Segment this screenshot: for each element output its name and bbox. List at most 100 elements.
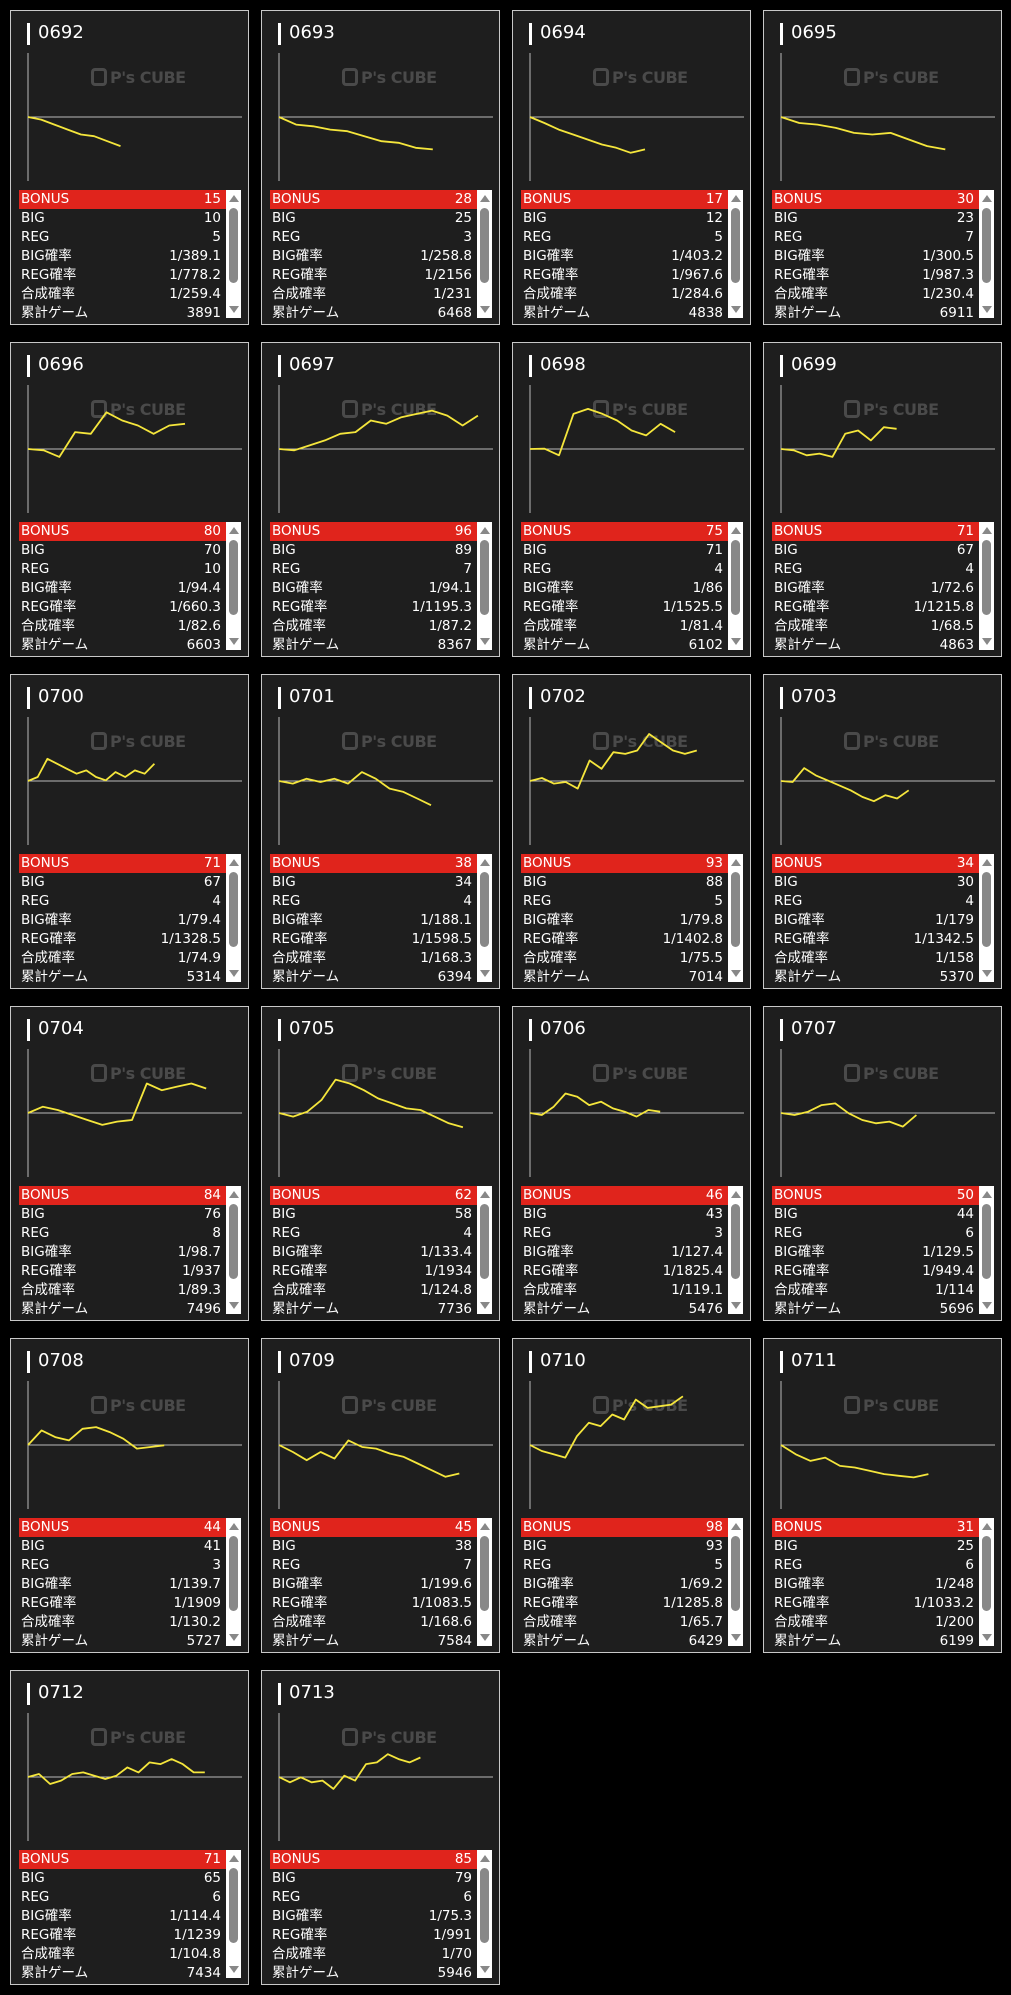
- scrollbar[interactable]: [226, 1518, 241, 1646]
- scroll-thumb[interactable]: [982, 1204, 991, 1279]
- scroll-thumb[interactable]: [480, 1204, 489, 1279]
- scroll-down-arrow-icon[interactable]: [982, 306, 992, 313]
- scroll-thumb[interactable]: [229, 208, 238, 283]
- scroll-down-arrow-icon[interactable]: [480, 1966, 490, 1973]
- scroll-up-arrow-icon[interactable]: [982, 1523, 992, 1530]
- scrollbar[interactable]: [728, 1518, 743, 1646]
- scroll-thumb[interactable]: [229, 872, 238, 947]
- scrollbar[interactable]: [226, 1186, 241, 1314]
- scroll-down-arrow-icon[interactable]: [229, 306, 239, 313]
- scrollbar[interactable]: [728, 854, 743, 982]
- scrollbar[interactable]: [477, 1186, 492, 1314]
- machine-card-0697[interactable]: 0697 P's CUBE BONUS 96 BIG 89 REG 7 BIG確率 1/…: [261, 342, 500, 657]
- scroll-thumb[interactable]: [731, 208, 740, 283]
- machine-card-0706[interactable]: 0706 P's CUBE BONUS 46 BIG 43 REG 3 BIG確率 1/…: [512, 1006, 751, 1321]
- scroll-down-arrow-icon[interactable]: [480, 1302, 490, 1309]
- scroll-down-arrow-icon[interactable]: [480, 970, 490, 977]
- scroll-up-arrow-icon[interactable]: [229, 527, 239, 534]
- scrollbar[interactable]: [728, 190, 743, 318]
- machine-card-0707[interactable]: 0707 P's CUBE BONUS 50 BIG 44 REG 6 BIG確率 1/…: [763, 1006, 1002, 1321]
- machine-card-0708[interactable]: 0708 P's CUBE BONUS 44 BIG 41 REG 3 BIG確率 1/…: [10, 1338, 249, 1653]
- scroll-thumb[interactable]: [731, 872, 740, 947]
- scroll-thumb[interactable]: [480, 872, 489, 947]
- scrollbar[interactable]: [477, 1518, 492, 1646]
- scroll-down-arrow-icon[interactable]: [229, 1302, 239, 1309]
- scroll-up-arrow-icon[interactable]: [480, 1191, 490, 1198]
- scroll-down-arrow-icon[interactable]: [480, 1634, 490, 1641]
- scroll-up-arrow-icon[interactable]: [229, 1855, 239, 1862]
- scroll-up-arrow-icon[interactable]: [731, 859, 741, 866]
- scroll-up-arrow-icon[interactable]: [229, 195, 239, 202]
- machine-card-0702[interactable]: 0702 P's CUBE BONUS 93 BIG 88 REG 5 BIG確率 1/…: [512, 674, 751, 989]
- scrollbar[interactable]: [477, 190, 492, 318]
- scroll-down-arrow-icon[interactable]: [229, 1634, 239, 1641]
- scrollbar[interactable]: [477, 522, 492, 650]
- scroll-down-arrow-icon[interactable]: [229, 970, 239, 977]
- scrollbar[interactable]: [226, 522, 241, 650]
- scroll-up-arrow-icon[interactable]: [731, 1523, 741, 1530]
- scroll-up-arrow-icon[interactable]: [480, 527, 490, 534]
- scroll-down-arrow-icon[interactable]: [731, 306, 741, 313]
- scrollbar[interactable]: [979, 1186, 994, 1314]
- scroll-up-arrow-icon[interactable]: [229, 1523, 239, 1530]
- scrollbar[interactable]: [477, 854, 492, 982]
- scroll-thumb[interactable]: [229, 1204, 238, 1279]
- scrollbar[interactable]: [728, 522, 743, 650]
- scroll-thumb[interactable]: [731, 1536, 740, 1611]
- scrollbar[interactable]: [226, 1850, 241, 1978]
- scroll-up-arrow-icon[interactable]: [480, 195, 490, 202]
- scroll-down-arrow-icon[interactable]: [731, 970, 741, 977]
- scroll-down-arrow-icon[interactable]: [731, 638, 741, 645]
- scroll-up-arrow-icon[interactable]: [731, 1191, 741, 1198]
- scroll-up-arrow-icon[interactable]: [229, 859, 239, 866]
- machine-card-0709[interactable]: 0709 P's CUBE BONUS 45 BIG 38 REG 7 BIG確率 1/…: [261, 1338, 500, 1653]
- scroll-thumb[interactable]: [480, 208, 489, 283]
- machine-card-0693[interactable]: 0693 P's CUBE BONUS 28 BIG 25 REG 3 BIG確率 1/…: [261, 10, 500, 325]
- scrollbar[interactable]: [226, 190, 241, 318]
- scroll-up-arrow-icon[interactable]: [982, 859, 992, 866]
- machine-card-0713[interactable]: 0713 P's CUBE BONUS 85 BIG 79 REG 6 BIG確率 1/…: [261, 1670, 500, 1985]
- scrollbar[interactable]: [979, 522, 994, 650]
- scroll-thumb[interactable]: [982, 1536, 991, 1611]
- scroll-thumb[interactable]: [229, 1868, 238, 1943]
- scrollbar[interactable]: [477, 1850, 492, 1978]
- scroll-up-arrow-icon[interactable]: [480, 1855, 490, 1862]
- scroll-up-arrow-icon[interactable]: [480, 859, 490, 866]
- machine-card-0695[interactable]: 0695 P's CUBE BONUS 30 BIG 23 REG 7 BIG確率 1/…: [763, 10, 1002, 325]
- scroll-down-arrow-icon[interactable]: [982, 638, 992, 645]
- machine-card-0712[interactable]: 0712 P's CUBE BONUS 71 BIG 65 REG 6 BIG確率 1/…: [10, 1670, 249, 1985]
- scroll-thumb[interactable]: [480, 540, 489, 615]
- scroll-up-arrow-icon[interactable]: [731, 527, 741, 534]
- machine-card-0700[interactable]: 0700 P's CUBE BONUS 71 BIG 67 REG 4 BIG確率 1/…: [10, 674, 249, 989]
- scroll-down-arrow-icon[interactable]: [731, 1302, 741, 1309]
- scroll-thumb[interactable]: [480, 1536, 489, 1611]
- scroll-down-arrow-icon[interactable]: [982, 1634, 992, 1641]
- machine-card-0705[interactable]: 0705 P's CUBE BONUS 62 BIG 58 REG 4 BIG確率 1/…: [261, 1006, 500, 1321]
- machine-card-0711[interactable]: 0711 P's CUBE BONUS 31 BIG 25 REG 6 BIG確率 1/…: [763, 1338, 1002, 1653]
- scroll-thumb[interactable]: [982, 872, 991, 947]
- scroll-down-arrow-icon[interactable]: [480, 306, 490, 313]
- scroll-thumb[interactable]: [731, 1204, 740, 1279]
- scroll-down-arrow-icon[interactable]: [982, 1302, 992, 1309]
- scroll-down-arrow-icon[interactable]: [229, 638, 239, 645]
- scroll-down-arrow-icon[interactable]: [229, 1966, 239, 1973]
- scroll-thumb[interactable]: [229, 540, 238, 615]
- scroll-down-arrow-icon[interactable]: [982, 970, 992, 977]
- scroll-down-arrow-icon[interactable]: [480, 638, 490, 645]
- machine-card-0704[interactable]: 0704 P's CUBE BONUS 84 BIG 76 REG 8 BIG確率 1/…: [10, 1006, 249, 1321]
- scrollbar[interactable]: [979, 854, 994, 982]
- scroll-down-arrow-icon[interactable]: [731, 1634, 741, 1641]
- scrollbar[interactable]: [728, 1186, 743, 1314]
- scroll-up-arrow-icon[interactable]: [982, 195, 992, 202]
- scroll-up-arrow-icon[interactable]: [982, 527, 992, 534]
- scrollbar[interactable]: [979, 1518, 994, 1646]
- scrollbar[interactable]: [979, 190, 994, 318]
- scroll-thumb[interactable]: [480, 1868, 489, 1943]
- machine-card-0694[interactable]: 0694 P's CUBE BONUS 17 BIG 12 REG 5 BIG確率 1/…: [512, 10, 751, 325]
- scroll-thumb[interactable]: [982, 540, 991, 615]
- scroll-up-arrow-icon[interactable]: [480, 1523, 490, 1530]
- scroll-thumb[interactable]: [731, 540, 740, 615]
- scroll-thumb[interactable]: [982, 208, 991, 283]
- machine-card-0692[interactable]: 0692 P's CUBE BONUS 15 BIG 10 REG 5 BIG確率 1/…: [10, 10, 249, 325]
- scroll-up-arrow-icon[interactable]: [229, 1191, 239, 1198]
